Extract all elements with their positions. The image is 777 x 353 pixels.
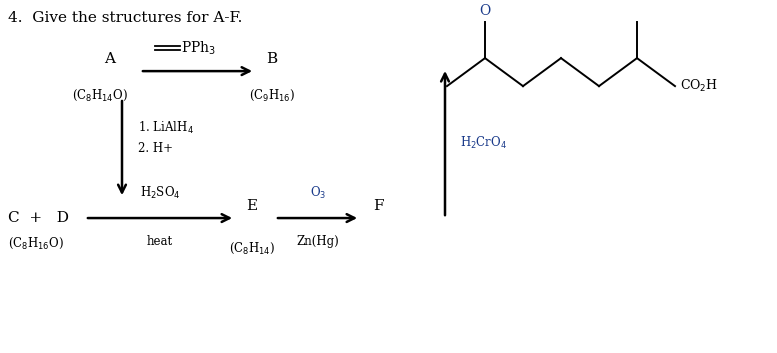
Text: heat: heat	[147, 235, 173, 248]
Text: F: F	[373, 199, 383, 213]
Text: O$_3$: O$_3$	[310, 185, 326, 201]
Text: 2. H+: 2. H+	[138, 142, 173, 155]
Text: CO$_2$H: CO$_2$H	[680, 78, 718, 94]
Text: Zn(Hg): Zn(Hg)	[297, 235, 340, 248]
Text: (C$_8$H$_{14}$): (C$_8$H$_{14}$)	[229, 241, 275, 256]
Text: (C$_9$H$_{16}$): (C$_9$H$_{16}$)	[249, 88, 295, 103]
Text: H$_2$SO$_4$: H$_2$SO$_4$	[140, 185, 180, 201]
Text: (C$_8$H$_{16}$O): (C$_8$H$_{16}$O)	[8, 235, 64, 251]
Text: C  +   D: C + D	[8, 211, 69, 225]
Text: H$_2$CrO$_4$: H$_2$CrO$_4$	[460, 135, 507, 151]
Text: O: O	[479, 4, 490, 18]
Text: 4.  Give the structures for A-F.: 4. Give the structures for A-F.	[8, 11, 242, 25]
Text: 1. LiAlH$_4$: 1. LiAlH$_4$	[138, 120, 194, 136]
Text: A: A	[104, 52, 116, 66]
Text: PPh$_3$: PPh$_3$	[181, 40, 216, 57]
Text: E: E	[246, 199, 257, 213]
Text: (C$_8$H$_{14}$O): (C$_8$H$_{14}$O)	[72, 88, 128, 103]
Text: B: B	[267, 52, 277, 66]
